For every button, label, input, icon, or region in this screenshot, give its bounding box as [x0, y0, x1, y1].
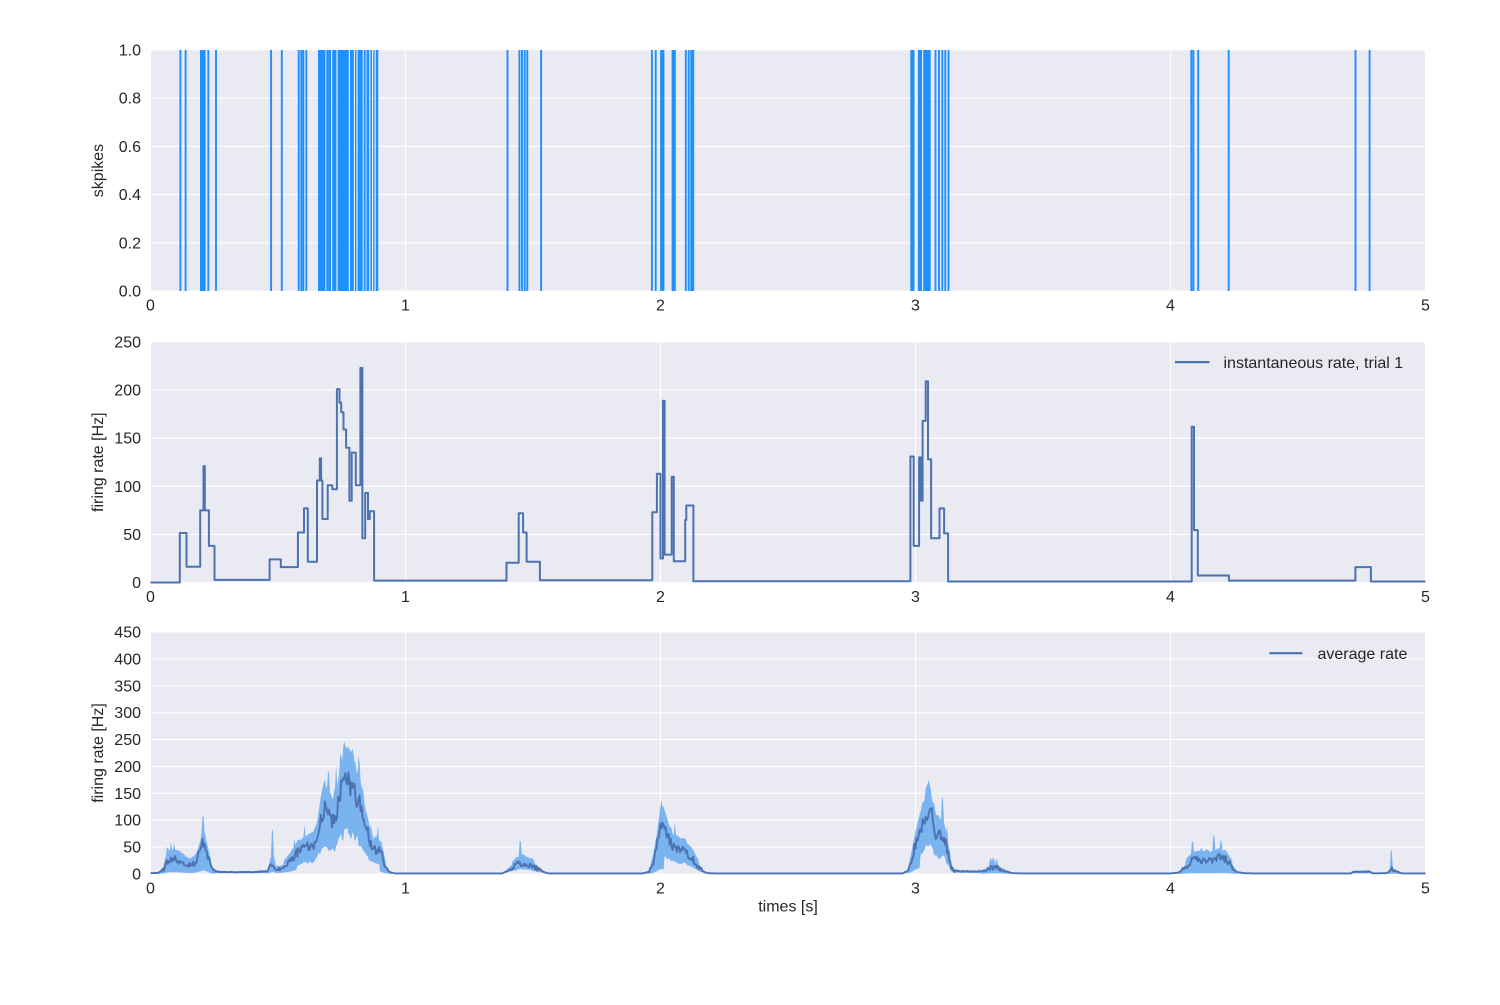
svg-text:firing rate [Hz]: firing rate [Hz] [90, 703, 107, 803]
svg-text:1: 1 [401, 881, 410, 898]
svg-text:instantaneous rate, trial 1: instantaneous rate, trial 1 [1224, 355, 1404, 372]
svg-text:5: 5 [1421, 298, 1430, 315]
svg-text:400: 400 [114, 651, 141, 668]
svg-text:1: 1 [401, 589, 410, 606]
svg-text:0: 0 [132, 575, 141, 592]
svg-text:100: 100 [114, 813, 141, 830]
svg-text:1.0: 1.0 [119, 43, 141, 60]
svg-text:150: 150 [114, 786, 141, 803]
svg-text:2: 2 [656, 881, 665, 898]
svg-text:100: 100 [114, 479, 141, 496]
svg-text:0.0: 0.0 [119, 284, 141, 301]
svg-text:200: 200 [114, 759, 141, 776]
svg-text:2: 2 [656, 298, 665, 315]
svg-text:3: 3 [911, 589, 920, 606]
svg-text:4: 4 [1166, 881, 1175, 898]
svg-text:300: 300 [114, 705, 141, 722]
svg-text:350: 350 [114, 678, 141, 695]
svg-text:1: 1 [401, 298, 410, 315]
svg-text:average rate: average rate [1318, 646, 1408, 663]
svg-text:150: 150 [114, 431, 141, 448]
svg-text:2: 2 [656, 589, 665, 606]
svg-text:0.2: 0.2 [119, 235, 141, 252]
svg-text:0.6: 0.6 [119, 139, 141, 156]
svg-text:3: 3 [911, 881, 920, 898]
svg-text:5: 5 [1421, 881, 1430, 898]
svg-text:50: 50 [123, 527, 141, 544]
svg-text:0: 0 [146, 298, 155, 315]
svg-text:0: 0 [132, 867, 141, 884]
svg-text:50: 50 [123, 840, 141, 857]
svg-text:firing rate [Hz]: firing rate [Hz] [90, 412, 107, 512]
svg-text:250: 250 [114, 335, 141, 352]
svg-text:4: 4 [1166, 589, 1175, 606]
svg-text:0: 0 [146, 589, 155, 606]
svg-text:0.4: 0.4 [119, 187, 141, 204]
svg-text:0.8: 0.8 [119, 91, 141, 108]
svg-text:250: 250 [114, 732, 141, 749]
svg-text:450: 450 [114, 625, 141, 642]
svg-text:3: 3 [911, 298, 920, 315]
svg-text:5: 5 [1421, 589, 1430, 606]
svg-text:skpikes: skpikes [90, 144, 107, 197]
svg-text:200: 200 [114, 383, 141, 400]
svg-text:0: 0 [146, 881, 155, 898]
svg-text:4: 4 [1166, 298, 1175, 315]
svg-text:times [s]: times [s] [758, 899, 818, 916]
